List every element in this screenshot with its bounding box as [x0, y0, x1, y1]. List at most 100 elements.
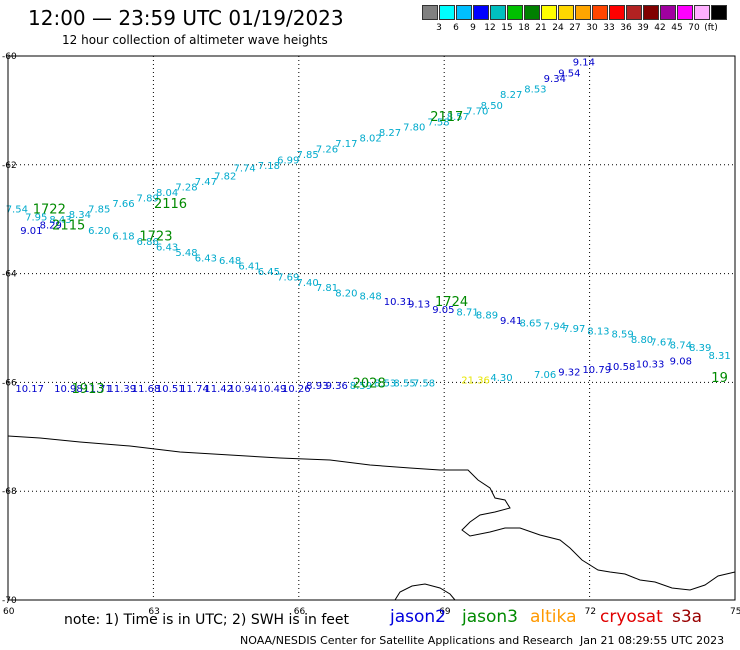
- swh-value: 8.55: [393, 378, 415, 389]
- swh-value: 10.33: [636, 359, 665, 370]
- swh-value: 10.26: [282, 384, 311, 395]
- swh-value: 11.68: [132, 384, 161, 395]
- swh-value: 7.06: [534, 370, 556, 381]
- scale-label: 33: [603, 23, 615, 33]
- swh-value: 7.40: [296, 278, 318, 289]
- scale-swatch: [711, 5, 727, 20]
- swh-value: 9.41: [500, 316, 522, 327]
- swh-value: 8.27: [379, 128, 401, 139]
- swh-value: 7.66: [112, 199, 134, 210]
- swh-value: 5.48: [175, 248, 197, 259]
- scale-label: 27: [569, 23, 581, 33]
- scale-label: 6: [453, 23, 459, 33]
- map-frame: [7, 55, 736, 601]
- swh-value: 8.43: [49, 215, 71, 226]
- scale-label: 36: [620, 23, 632, 33]
- scale-swatch: [507, 5, 523, 20]
- swh-value: 8.59: [612, 329, 634, 340]
- scale-swatch: [660, 5, 676, 20]
- satellite-jason2: jason2: [390, 607, 446, 627]
- swh-value: 8.29: [40, 221, 62, 232]
- swh-value: 7.85: [88, 204, 110, 215]
- swh-value: 9.54: [558, 68, 580, 79]
- scale-label: 9: [470, 23, 476, 33]
- swh-value: 8.93: [306, 381, 328, 392]
- coastline: [7, 435, 736, 601]
- scale-label: 39: [637, 23, 649, 33]
- swh-value: 11.39: [107, 384, 136, 395]
- coastline-inlet-path: [394, 583, 456, 601]
- swh-value: 11.74: [180, 384, 209, 395]
- swh-value: 9.08: [670, 357, 692, 368]
- swh-value: 9.36: [326, 381, 348, 392]
- swh-value: 10.98: [54, 384, 83, 395]
- scale-label: 21: [535, 23, 547, 33]
- swh-value: 8.31: [708, 351, 730, 362]
- swh-value: 8.89: [476, 310, 498, 321]
- swh-value: 7.81: [316, 283, 338, 294]
- swh-value: 10.17: [15, 384, 44, 395]
- scale-swatch: [609, 5, 625, 20]
- track-time-label: 2115: [52, 219, 85, 234]
- swh-value: 8.04: [156, 188, 178, 199]
- track-time-label: 2117: [430, 110, 463, 125]
- swh-value: 10.31: [384, 297, 413, 308]
- scale-label: 45: [671, 23, 683, 33]
- swh-value: 6.45: [258, 267, 280, 278]
- swh-value: 6.43: [195, 253, 217, 264]
- scale-label: 12: [484, 23, 496, 33]
- latitude-label: -66: [2, 378, 17, 388]
- swh-value: 8.27: [500, 90, 522, 101]
- swh-value: 7.80: [403, 123, 425, 134]
- swh-value: 7.47: [195, 177, 217, 188]
- swh-value: 7.85: [296, 150, 318, 161]
- swh-value: 11.71: [83, 384, 112, 395]
- scale-swatch: [558, 5, 574, 20]
- track-time-label: 1913: [72, 382, 105, 397]
- track-time-label: 1723: [139, 230, 172, 245]
- map-title: 12:00 — 23:59 UTC 01/19/2023: [28, 6, 344, 30]
- swh-value: 8.20: [335, 289, 357, 300]
- swh-value: 8.48: [360, 291, 382, 302]
- swh-value: 7.94: [544, 321, 566, 332]
- swh-value: 7.89: [137, 193, 159, 204]
- latitude-label: -60: [2, 52, 17, 62]
- swh-value: 8.34: [69, 210, 91, 221]
- swh-value-labels: 9.149.549.348.538.278.507.708.577.587.80…: [6, 57, 731, 394]
- swh-value: 8.80: [631, 335, 653, 346]
- swh-value: 9.34: [544, 74, 566, 85]
- longitude-label: 69: [439, 607, 451, 617]
- scale-swatch: [473, 5, 489, 20]
- footer-note: note: 1) Time is in UTC; 2) SWH is in fe…: [64, 612, 350, 628]
- track-time-label: 2028: [353, 376, 386, 391]
- latitude-label: -70: [2, 596, 17, 606]
- scale-swatch: [677, 5, 693, 20]
- swh-value: 8.74: [670, 340, 692, 351]
- scale-swatch: [694, 5, 710, 20]
- swh-value: 8.57: [447, 112, 469, 123]
- longitude-label: 75: [730, 607, 740, 617]
- swh-value: 8.53: [524, 85, 546, 96]
- swh-value: 10.58: [607, 362, 636, 373]
- track-time-label: 1724: [435, 295, 468, 310]
- scale-label: 30: [586, 23, 598, 33]
- coastline-path: [7, 435, 736, 591]
- scale-label: 24: [552, 23, 564, 33]
- scale-label: 42: [654, 23, 666, 33]
- swh-value: 9.13: [408, 300, 430, 311]
- swh-value: 7.28: [175, 183, 197, 194]
- swh-value: 10.49: [258, 384, 287, 395]
- swh-value: 6.41: [238, 261, 260, 272]
- swh-value: 21.36: [461, 376, 490, 387]
- swh-value: 11.42: [204, 384, 233, 395]
- swh-value: 7.17: [335, 139, 357, 150]
- swh-value: 6.20: [88, 226, 110, 237]
- map-subtitle: 12 hour collection of altimeter wave hei…: [62, 33, 328, 47]
- latitude-label: -62: [2, 161, 17, 171]
- satellite-altika: altika: [530, 607, 577, 627]
- swh-value: 9.32: [558, 368, 580, 379]
- swh-value: 8.02: [360, 134, 382, 145]
- swh-value: 6.86: [137, 237, 159, 248]
- track-time-label: 19: [711, 371, 728, 386]
